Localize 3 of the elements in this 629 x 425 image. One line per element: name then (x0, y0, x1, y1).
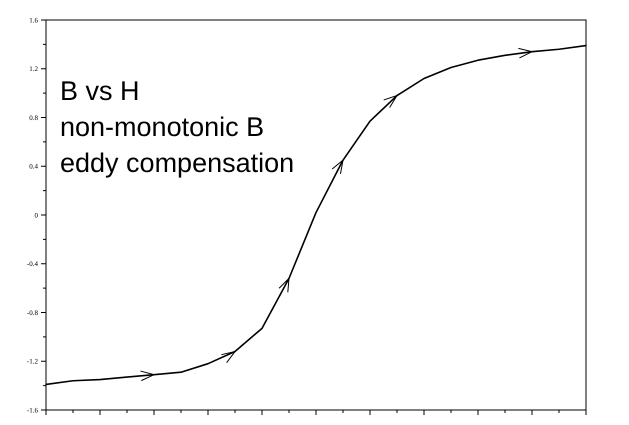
annotation: eddy compensation (60, 148, 294, 178)
annotation: B vs H (60, 76, 140, 106)
annotation: non-monotonic B (60, 112, 264, 142)
